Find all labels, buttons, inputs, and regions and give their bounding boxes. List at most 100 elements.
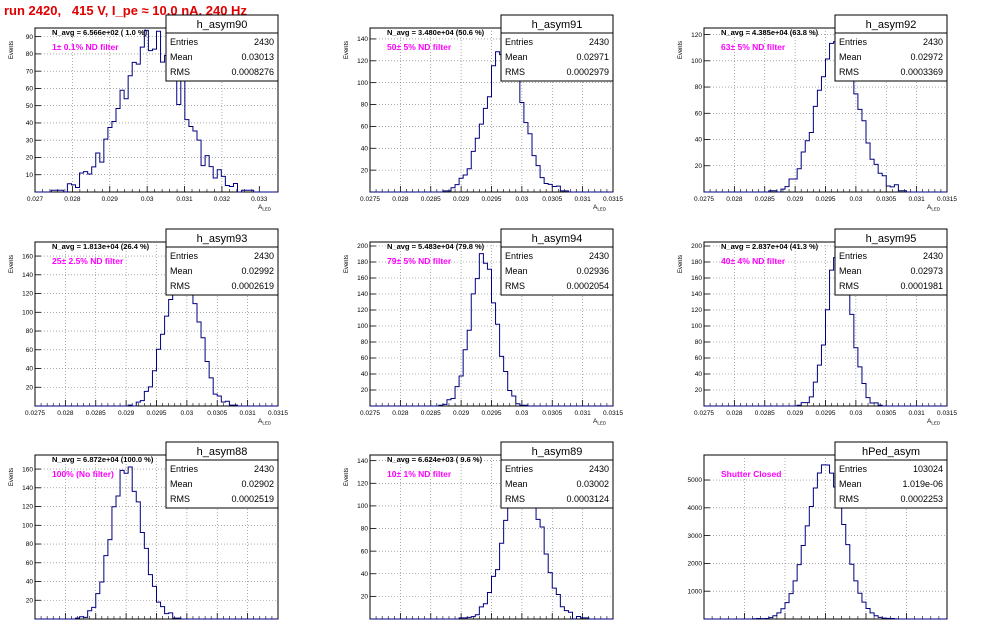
stats-value: 2430 <box>589 251 609 261</box>
x-tick-label: 0.0305 <box>207 410 227 417</box>
x-tick-label: 0.0315 <box>268 410 288 417</box>
y-tick-label: 100 <box>357 323 368 330</box>
y-tick-label: 80 <box>361 339 369 346</box>
x-tick-label: 0.0285 <box>86 410 106 417</box>
y-tick-label: 20 <box>361 594 369 601</box>
y-tick-label: 100 <box>691 58 702 65</box>
stats-value: 2430 <box>589 464 609 474</box>
stats-label: Entries <box>839 464 868 474</box>
y-tick-label: 120 <box>357 307 368 314</box>
y-tick-label: 40 <box>361 145 369 152</box>
x-tick-label: 0.0305 <box>876 410 896 417</box>
histogram-name: hPed_asym <box>862 446 920 458</box>
x-tick-label: 0.0285 <box>421 196 441 203</box>
y-tick-label: 100 <box>691 323 702 330</box>
stats-value: 0.0002619 <box>231 281 274 291</box>
x-tick-label: 0.031 <box>574 410 591 417</box>
x-axis-title: ALED <box>927 418 941 426</box>
histogram-series-h_asym89 <box>370 470 613 620</box>
filter-annotation: 50± 5% ND filter <box>387 42 452 52</box>
x-tick-label: 0.028 <box>392 196 409 203</box>
y-tick-label: 140 <box>357 36 368 43</box>
stats-value: 0.03013 <box>241 52 274 62</box>
stats-label: Mean <box>839 52 862 62</box>
stats-label: Mean <box>839 266 862 276</box>
x-tick-label: 0.03 <box>181 410 194 417</box>
stats-value: 0.0001981 <box>900 281 943 291</box>
filter-annotation: Shutter Closed <box>721 469 781 479</box>
stats-box <box>165 228 279 296</box>
x-tick-label: 0.029 <box>787 410 804 417</box>
y-tick-label: 60 <box>695 355 703 362</box>
histogram-pad-h_asym88: 0.02750.0280.02850.0290.02950.030.03050.… <box>9 441 279 620</box>
y-tick-label: 40 <box>361 571 369 578</box>
x-tick-label: 0.0275 <box>360 196 380 203</box>
stats-label: Entries <box>839 37 868 47</box>
y-tick-label: 20 <box>26 384 34 391</box>
y-tick-label: 40 <box>361 371 369 378</box>
y-tick-label: 180 <box>357 259 368 266</box>
x-tick-label: 0.0315 <box>937 196 957 203</box>
stats-label: Mean <box>170 479 193 489</box>
y-tick-label: 60 <box>695 110 703 117</box>
y-axis-title: Events <box>344 255 350 273</box>
y-axis-title: Events <box>678 41 684 59</box>
stats-label: RMS <box>170 67 190 77</box>
x-tick-label: 0.029 <box>102 196 119 203</box>
x-tick-label: 0.032 <box>214 196 231 203</box>
y-tick-label: 4000 <box>688 505 703 512</box>
filter-annotation: 40± 4% ND filter <box>721 256 786 266</box>
x-axis-title: ALED <box>593 204 607 212</box>
y-tick-label: 140 <box>357 291 368 298</box>
histogram-series-hPed_asym <box>704 464 947 620</box>
stats-label: RMS <box>170 281 190 291</box>
stats-label: Mean <box>170 266 193 276</box>
histogram-series-h_asym88 <box>35 466 278 620</box>
stats-label: Mean <box>505 479 528 489</box>
x-tick-label: 0.03 <box>516 196 529 203</box>
y-tick-label: 20 <box>361 167 369 174</box>
x-tick-label: 0.0285 <box>755 196 775 203</box>
y-tick-label: 60 <box>361 355 369 362</box>
y-tick-label: 140 <box>22 272 33 279</box>
x-tick-label: 0.03 <box>141 196 154 203</box>
x-tick-label: 0.0305 <box>542 196 562 203</box>
stats-value: 103024 <box>913 464 943 474</box>
x-tick-label: 0.0275 <box>694 410 714 417</box>
stats-value: 0.0003369 <box>900 67 943 77</box>
y-tick-label: 160 <box>691 275 702 282</box>
x-tick-label: 0.0295 <box>147 410 167 417</box>
x-tick-label: 0.033 <box>251 196 268 203</box>
y-tick-label: 200 <box>357 243 368 250</box>
histogram-name: h_asym92 <box>866 19 917 31</box>
stats-box <box>834 441 948 509</box>
x-tick-label: 0.031 <box>574 196 591 203</box>
stats-box <box>500 441 614 509</box>
x-tick-label: 0.0295 <box>816 196 836 203</box>
histogram-name: h_asym93 <box>197 233 248 245</box>
y-tick-label: 120 <box>22 504 33 511</box>
y-tick-label: 100 <box>22 309 33 316</box>
x-tick-label: 0.029 <box>787 196 804 203</box>
y-tick-label: 60 <box>26 347 34 354</box>
y-tick-label: 140 <box>22 485 33 492</box>
x-tick-label: 0.027 <box>27 196 44 203</box>
y-tick-label: 1000 <box>688 588 703 595</box>
stats-value: 0.03002 <box>576 479 609 489</box>
stats-label: Entries <box>505 464 534 474</box>
x-tick-label: 0.03 <box>850 410 863 417</box>
navg-label: N_avg = 3.480e+04 (50.6 %) <box>387 28 485 37</box>
x-tick-label: 0.03 <box>516 410 529 417</box>
y-tick-label: 160 <box>22 466 33 473</box>
y-tick-label: 60 <box>361 548 369 555</box>
y-tick-label: 100 <box>357 503 368 510</box>
y-tick-label: 160 <box>22 253 33 260</box>
x-axis-title: ALED <box>258 418 272 426</box>
stats-box <box>165 441 279 509</box>
histogram-pad-h_asym91: 0.0275 0.028 0.0285 0.029 0.0295 0.03 0.0305 0.… <box>344 14 623 212</box>
y-tick-label: 5000 <box>688 477 703 484</box>
navg-label: N_avg = 6.566e+02 ( 1.0 %) <box>52 28 148 37</box>
stats-value: 2430 <box>589 37 609 47</box>
histogram-name: h_asym95 <box>866 233 917 245</box>
stats-value: 0.0002054 <box>566 281 609 291</box>
